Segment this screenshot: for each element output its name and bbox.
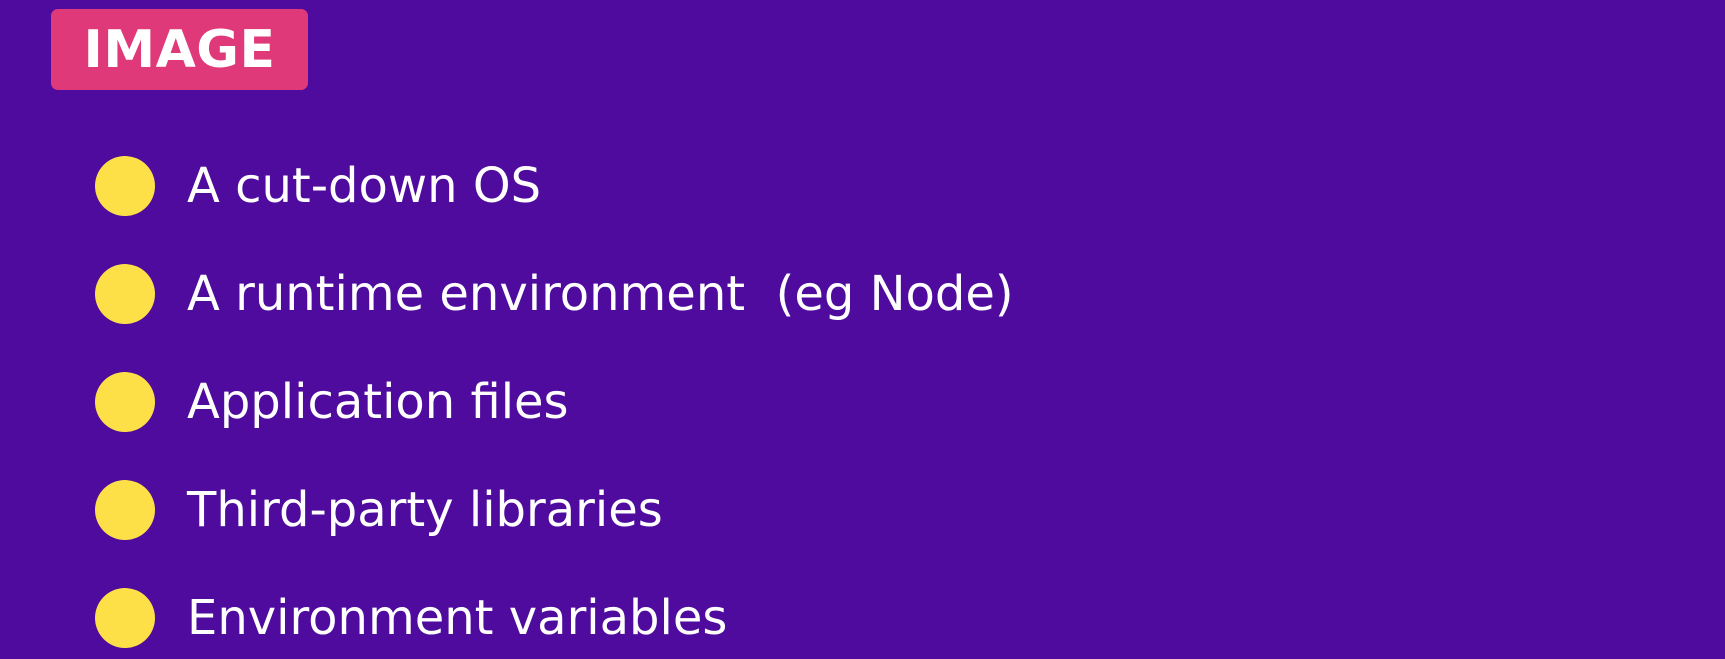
bullet-dot-icon [95,156,155,216]
bullet-text: Application files [187,374,569,430]
bullet-item-libraries: Third-party libraries [95,478,663,542]
bullet-text: Third-party libraries [187,482,663,538]
section-badge: IMAGE [51,9,308,90]
bullet-text: Environment variables [187,590,728,646]
bullet-dot-icon [95,480,155,540]
bullet-dot-icon [95,588,155,648]
bullet-dot-icon [95,264,155,324]
bullet-item-runtime: A runtime environment (eg Node) [95,262,1014,326]
bullet-item-os: A cut-down OS [95,154,541,218]
bullet-text: A cut-down OS [187,158,542,214]
badge-label: IMAGE [83,19,276,80]
bullet-text: A runtime environment (eg Node) [187,266,1014,322]
bullet-item-application-files: Application files [95,370,569,434]
bullet-dot-icon [95,372,155,432]
bullet-item-env-vars: Environment variables [95,586,727,650]
